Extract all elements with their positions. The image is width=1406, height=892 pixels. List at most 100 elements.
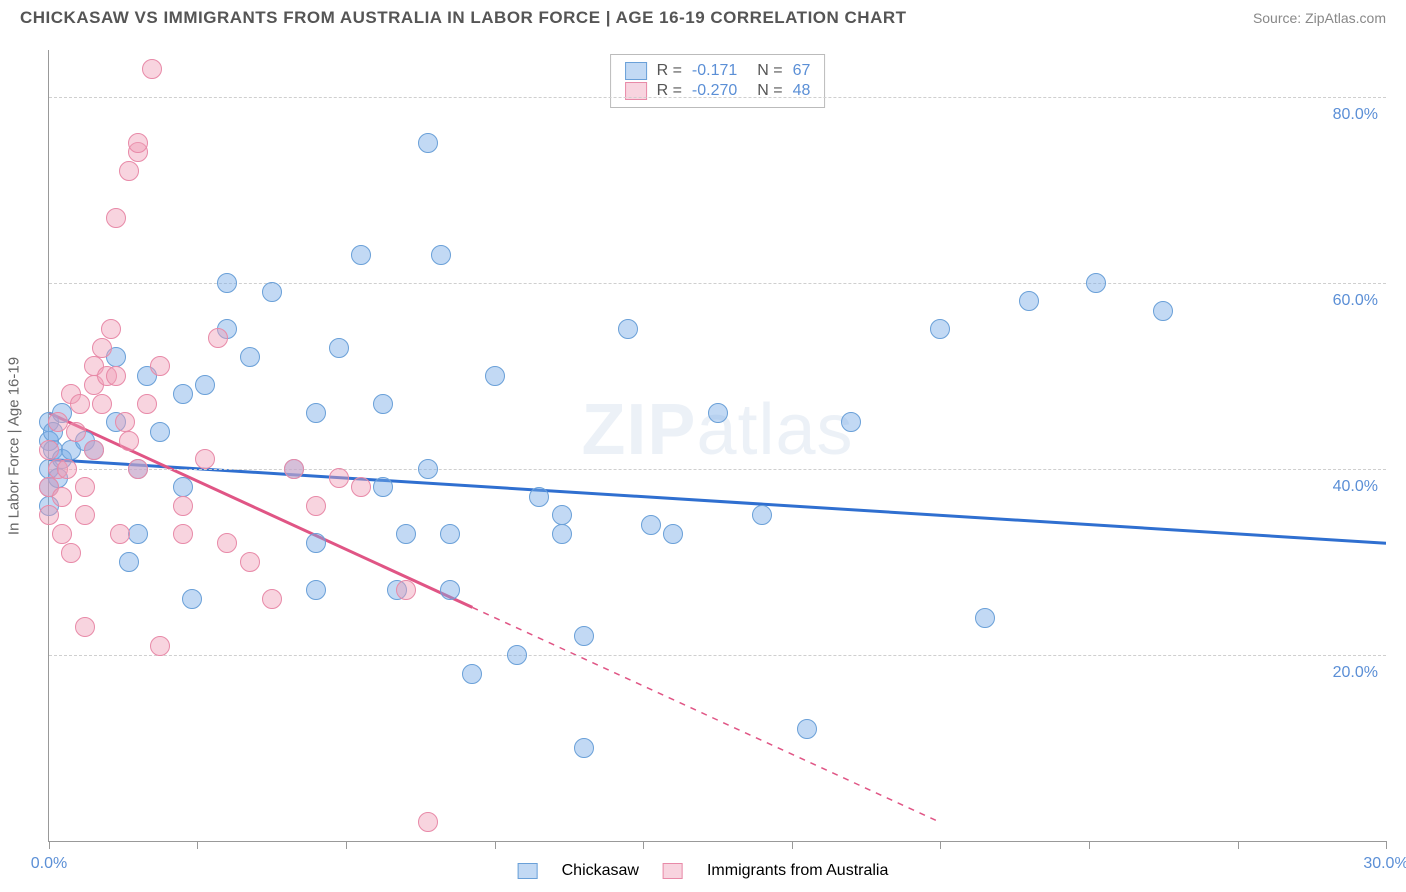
data-point bbox=[217, 273, 237, 293]
data-point bbox=[142, 59, 162, 79]
x-tick bbox=[1089, 841, 1090, 849]
legend-row-series-1: R = -0.270 N = 48 bbox=[625, 81, 811, 101]
data-point bbox=[507, 645, 527, 665]
data-point bbox=[57, 459, 77, 479]
scatter-chart: ZIPatlas R = -0.171 N = 67 R = -0.270 N … bbox=[48, 50, 1386, 842]
data-point bbox=[217, 533, 237, 553]
data-point bbox=[128, 133, 148, 153]
data-point bbox=[39, 440, 59, 460]
x-tick-label: 0.0% bbox=[31, 855, 67, 873]
data-point bbox=[373, 477, 393, 497]
source-label: Source: ZipAtlas.com bbox=[1253, 10, 1386, 26]
data-point bbox=[351, 245, 371, 265]
data-point bbox=[418, 133, 438, 153]
x-tick bbox=[346, 841, 347, 849]
data-point bbox=[240, 347, 260, 367]
swatch-icon bbox=[625, 62, 647, 80]
data-point bbox=[975, 608, 995, 628]
data-point bbox=[440, 524, 460, 544]
data-point bbox=[306, 533, 326, 553]
data-point bbox=[75, 505, 95, 525]
data-point bbox=[574, 626, 594, 646]
page-title: CHICKASAW VS IMMIGRANTS FROM AUSTRALIA I… bbox=[20, 8, 907, 28]
data-point bbox=[75, 477, 95, 497]
data-point bbox=[61, 543, 81, 563]
data-point bbox=[66, 422, 86, 442]
y-tick-label: 60.0% bbox=[1333, 292, 1378, 310]
swatch-icon bbox=[518, 863, 538, 879]
data-point bbox=[462, 664, 482, 684]
data-point bbox=[128, 524, 148, 544]
data-point bbox=[485, 366, 505, 386]
data-point bbox=[396, 580, 416, 600]
y-tick-label: 20.0% bbox=[1333, 664, 1378, 682]
data-point bbox=[306, 496, 326, 516]
data-point bbox=[137, 394, 157, 414]
data-point bbox=[329, 468, 349, 488]
data-point bbox=[173, 384, 193, 404]
data-point bbox=[119, 552, 139, 572]
data-point bbox=[173, 477, 193, 497]
legend-label: Chickasaw bbox=[562, 862, 639, 880]
data-point bbox=[128, 459, 148, 479]
x-tick bbox=[49, 841, 50, 849]
data-point bbox=[208, 328, 228, 348]
data-point bbox=[797, 719, 817, 739]
x-tick bbox=[495, 841, 496, 849]
data-point bbox=[195, 449, 215, 469]
data-point bbox=[418, 459, 438, 479]
data-point bbox=[440, 580, 460, 600]
data-point bbox=[329, 338, 349, 358]
x-tick bbox=[1238, 841, 1239, 849]
data-point bbox=[708, 403, 728, 423]
data-point bbox=[284, 459, 304, 479]
data-point bbox=[306, 403, 326, 423]
watermark: ZIPatlas bbox=[581, 389, 853, 471]
data-point bbox=[92, 394, 112, 414]
data-point bbox=[529, 487, 549, 507]
x-tick-label: 30.0% bbox=[1363, 855, 1406, 873]
data-point bbox=[351, 477, 371, 497]
gridline bbox=[49, 655, 1386, 656]
data-point bbox=[119, 431, 139, 451]
data-point bbox=[182, 589, 202, 609]
data-point bbox=[52, 487, 72, 507]
data-point bbox=[262, 589, 282, 609]
data-point bbox=[240, 552, 260, 572]
gridline bbox=[49, 469, 1386, 470]
x-tick bbox=[197, 841, 198, 849]
data-point bbox=[101, 319, 121, 339]
data-point bbox=[930, 319, 950, 339]
data-point bbox=[1153, 301, 1173, 321]
data-point bbox=[552, 524, 572, 544]
y-tick-label: 40.0% bbox=[1333, 478, 1378, 496]
data-point bbox=[92, 338, 112, 358]
data-point bbox=[663, 524, 683, 544]
data-point bbox=[1019, 291, 1039, 311]
gridline bbox=[49, 97, 1386, 98]
x-tick bbox=[792, 841, 793, 849]
data-point bbox=[70, 394, 90, 414]
correlation-legend: R = -0.171 N = 67 R = -0.270 N = 48 bbox=[610, 54, 826, 108]
data-point bbox=[195, 375, 215, 395]
data-point bbox=[373, 394, 393, 414]
data-point bbox=[552, 505, 572, 525]
x-tick bbox=[643, 841, 644, 849]
data-point bbox=[641, 515, 661, 535]
y-tick-label: 80.0% bbox=[1333, 106, 1378, 124]
data-point bbox=[75, 617, 95, 637]
data-point bbox=[618, 319, 638, 339]
trend-lines bbox=[49, 50, 1386, 841]
data-point bbox=[306, 580, 326, 600]
data-point bbox=[262, 282, 282, 302]
data-point bbox=[173, 524, 193, 544]
series-legend: Chickasaw Immigrants from Australia bbox=[518, 862, 889, 880]
data-point bbox=[173, 496, 193, 516]
y-axis-label: In Labor Force | Age 16-19 bbox=[6, 357, 23, 535]
data-point bbox=[84, 440, 104, 460]
legend-row-series-0: R = -0.171 N = 67 bbox=[625, 61, 811, 81]
data-point bbox=[115, 412, 135, 432]
data-point bbox=[150, 356, 170, 376]
data-point bbox=[150, 422, 170, 442]
gridline bbox=[49, 283, 1386, 284]
